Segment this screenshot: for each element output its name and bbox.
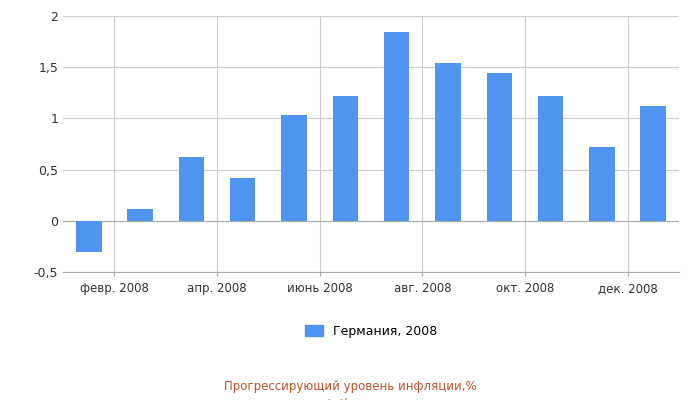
Bar	[127, 208, 153, 221]
Bar	[538, 96, 564, 221]
Bar	[178, 157, 204, 221]
Bar	[384, 32, 409, 221]
Bar	[486, 73, 512, 221]
Bar	[76, 221, 101, 252]
Bar	[332, 96, 358, 221]
Bar	[640, 106, 666, 221]
Bar	[589, 147, 615, 221]
Bar	[230, 178, 256, 221]
Bar	[281, 115, 307, 221]
Text: Прогрессирующий уровень инфляции,%
www.statbureau.org: Прогрессирующий уровень инфляции,% www.s…	[224, 380, 476, 400]
Bar	[435, 63, 461, 221]
Legend: Германия, 2008: Германия, 2008	[300, 320, 442, 342]
